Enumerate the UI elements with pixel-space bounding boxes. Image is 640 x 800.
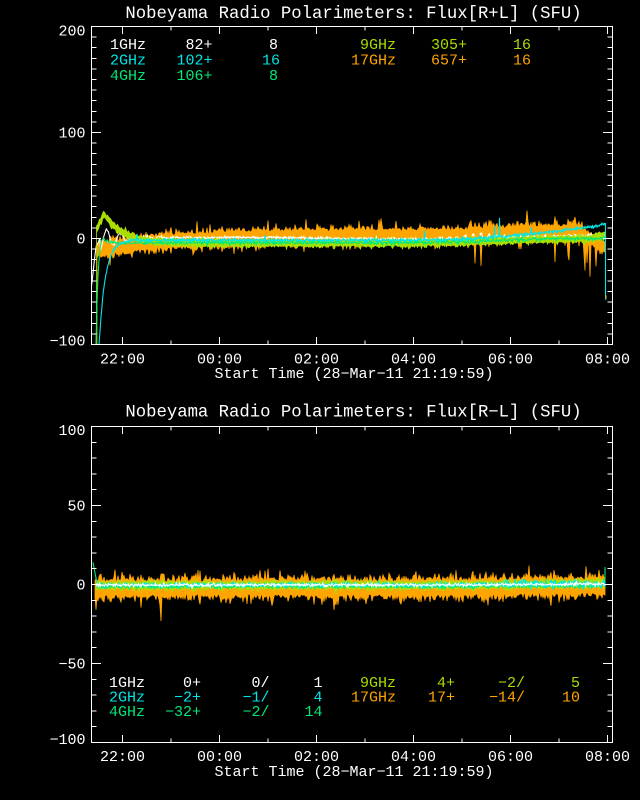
svg-text:00:00: 00:00 xyxy=(197,749,242,766)
svg-text:−2+: −2+ xyxy=(174,690,201,707)
svg-text:9GHz: 9GHz xyxy=(360,675,396,692)
svg-text:102+: 102+ xyxy=(176,52,212,69)
svg-text:4: 4 xyxy=(313,690,322,707)
svg-text:10: 10 xyxy=(562,690,580,707)
svg-text:17+: 17+ xyxy=(428,690,455,707)
svg-text:−2/: −2/ xyxy=(242,704,269,721)
svg-text:17GHz: 17GHz xyxy=(351,52,396,69)
svg-text:17GHz: 17GHz xyxy=(351,690,396,707)
svg-text:Start Time (28−Mar−11 21:19:59: Start Time (28−Mar−11 21:19:59) xyxy=(214,764,493,781)
svg-text:02:00: 02:00 xyxy=(294,749,339,766)
svg-text:−2/: −2/ xyxy=(498,675,525,692)
svg-text:0: 0 xyxy=(76,578,85,595)
svg-text:657+: 657+ xyxy=(431,52,467,69)
svg-text:Start Time (28−Mar−11 21:19:59: Start Time (28−Mar−11 21:19:59) xyxy=(214,366,493,383)
svg-text:4GHz: 4GHz xyxy=(110,68,146,85)
svg-text:82+: 82+ xyxy=(185,37,212,54)
svg-text:100: 100 xyxy=(58,423,85,440)
svg-text:1GHz: 1GHz xyxy=(110,37,146,54)
svg-text:5: 5 xyxy=(571,675,580,692)
svg-text:00:00: 00:00 xyxy=(197,351,242,368)
svg-text:Nobeyama Radio Polarimeters: F: Nobeyama Radio Polarimeters: Flux[R−L] (… xyxy=(125,404,581,423)
svg-text:0+: 0+ xyxy=(183,675,201,692)
svg-text:0/: 0/ xyxy=(251,675,269,692)
svg-text:04:00: 04:00 xyxy=(391,749,436,766)
svg-text:8: 8 xyxy=(269,37,278,54)
svg-text:2GHz: 2GHz xyxy=(109,690,145,707)
svg-text:02:00: 02:00 xyxy=(294,351,339,368)
svg-text:8: 8 xyxy=(269,68,278,85)
svg-text:4+: 4+ xyxy=(437,675,455,692)
svg-text:16: 16 xyxy=(513,52,531,69)
svg-text:16: 16 xyxy=(513,37,531,54)
svg-text:06:00: 06:00 xyxy=(488,749,533,766)
svg-text:14: 14 xyxy=(304,704,322,721)
svg-text:04:00: 04:00 xyxy=(391,351,436,368)
svg-text:4GHz: 4GHz xyxy=(109,704,145,721)
svg-text:305+: 305+ xyxy=(431,37,467,54)
svg-text:16: 16 xyxy=(262,52,280,69)
svg-text:08:00: 08:00 xyxy=(585,351,630,368)
svg-text:08:00: 08:00 xyxy=(585,749,630,766)
svg-text:50: 50 xyxy=(67,499,85,516)
svg-text:2GHz: 2GHz xyxy=(110,52,146,69)
svg-text:−1/: −1/ xyxy=(242,690,269,707)
svg-text:06:00: 06:00 xyxy=(488,351,533,368)
svg-text:−50: −50 xyxy=(58,657,85,674)
svg-text:9GHz: 9GHz xyxy=(360,37,396,54)
svg-text:1: 1 xyxy=(313,675,322,692)
svg-text:−32+: −32+ xyxy=(165,704,201,721)
svg-text:0: 0 xyxy=(76,232,85,249)
svg-text:200: 200 xyxy=(58,24,85,41)
svg-text:−100: −100 xyxy=(49,334,85,351)
svg-text:22:00: 22:00 xyxy=(100,749,145,766)
svg-text:−14/: −14/ xyxy=(489,690,525,707)
svg-text:22:00: 22:00 xyxy=(100,351,145,368)
svg-text:1GHz: 1GHz xyxy=(109,675,145,692)
svg-text:Nobeyama Radio Polarimeters: F: Nobeyama Radio Polarimeters: Flux[R+L] (… xyxy=(125,5,581,24)
svg-text:106+: 106+ xyxy=(176,68,212,85)
svg-text:−100: −100 xyxy=(49,732,85,749)
svg-text:100: 100 xyxy=(58,126,85,143)
